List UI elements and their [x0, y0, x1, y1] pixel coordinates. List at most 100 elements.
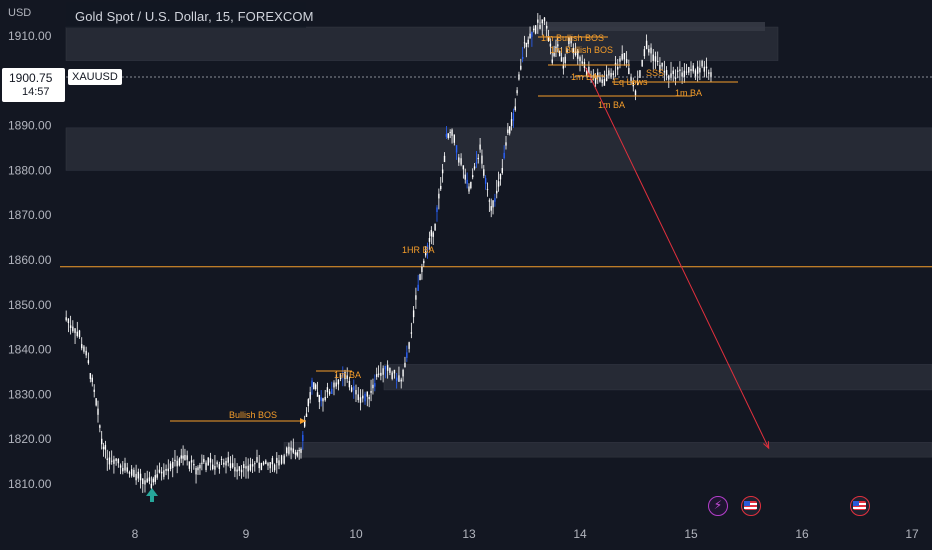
time-axis[interactable]: 8 9 10 13 14 15 16 17: [132, 527, 919, 541]
candle-body: [529, 33, 531, 39]
candle-body: [81, 344, 83, 349]
candle-body: [150, 483, 153, 489]
candle-body: [172, 461, 174, 468]
candle-body: [588, 66, 590, 75]
candle-body: [557, 44, 559, 47]
x-tick-label: 8: [132, 527, 139, 541]
candle-body: [342, 373, 344, 377]
candle-body: [353, 386, 355, 390]
current-price-value: 1900.75: [9, 71, 53, 85]
candle-body: [238, 466, 241, 471]
candle-body: [676, 70, 679, 72]
candle-body: [348, 380, 351, 388]
y-tick-label: 1880.00: [8, 163, 52, 177]
candle-body: [468, 186, 470, 192]
candle-body: [67, 318, 70, 324]
candle-body: [472, 175, 474, 178]
candle-body: [298, 450, 300, 452]
candle-body: [516, 90, 518, 94]
y-tick-label: 1910.00: [8, 29, 52, 43]
y-tick-label: 1890.00: [8, 119, 52, 133]
candle-body: [637, 81, 639, 86]
candle-body: [505, 142, 507, 146]
candle-body: [490, 206, 492, 211]
ba-label: 1m BA: [598, 100, 625, 110]
candle-body: [572, 48, 575, 54]
candle-body: [258, 462, 260, 469]
candle-body: [163, 470, 165, 477]
candle-body: [455, 145, 458, 153]
candle-body: [430, 229, 433, 237]
candle-body: [247, 465, 249, 472]
candle-body: [665, 70, 668, 76]
ba-label: 1HR BA: [402, 245, 435, 255]
candle-body: [169, 463, 172, 469]
candle-body: [300, 449, 302, 453]
candle-body: [440, 185, 442, 190]
candle-body: [597, 72, 599, 78]
candle-body: [251, 464, 254, 467]
candle-body: [218, 464, 221, 469]
candle-body: [415, 295, 417, 300]
candle-body: [307, 399, 310, 407]
candle-body: [541, 19, 543, 24]
candle-body: [324, 396, 326, 401]
candle-body: [305, 413, 308, 417]
y-tick-label: 1820.00: [8, 432, 52, 446]
candle-body: [368, 396, 370, 400]
candle-body: [579, 57, 581, 62]
y-tick-label: 1830.00: [8, 387, 52, 401]
candle-body: [370, 390, 372, 393]
candle-body: [477, 157, 479, 160]
candle-body: [534, 25, 537, 34]
candle-body: [426, 245, 429, 251]
candle-body: [449, 131, 451, 133]
candle-body: [339, 374, 342, 379]
candle-body: [408, 342, 410, 349]
y-tick-label: 1850.00: [8, 298, 52, 312]
candle-body: [337, 379, 340, 385]
candle-body: [271, 458, 274, 465]
candle-body: [412, 310, 415, 318]
candle-body: [87, 360, 90, 364]
projection-arrowhead-icon: [763, 441, 770, 450]
bos-label: 1m Bullish BOS: [541, 33, 604, 43]
y-tick-label: 1870.00: [8, 208, 52, 222]
candle-body: [634, 90, 637, 96]
candle-body: [188, 461, 191, 469]
candle-body: [560, 57, 563, 62]
candle-body: [570, 40, 572, 44]
candle-body: [276, 457, 278, 463]
candle-body: [184, 454, 186, 461]
zone-box: [539, 22, 765, 31]
us-flag-event-icon[interactable]: [741, 496, 761, 516]
zone-box: [65, 26, 779, 61]
candle-body: [309, 392, 311, 400]
candle-body: [630, 77, 632, 81]
candle-body: [462, 165, 465, 170]
candle-body: [705, 66, 708, 69]
candle-body: [124, 463, 126, 471]
title-backdrop: [66, 2, 306, 28]
candle-body: [400, 379, 402, 382]
candle-body: [395, 377, 398, 381]
up-arrow-icon: [146, 488, 158, 502]
candle-body: [110, 460, 113, 462]
candle-body: [273, 464, 276, 471]
candle-body: [710, 72, 712, 77]
candle-body: [260, 462, 263, 471]
candle-body: [428, 238, 431, 242]
candle-body: [510, 119, 513, 126]
candle-body: [119, 465, 122, 468]
candle-body: [654, 56, 657, 62]
candle-body: [537, 19, 539, 23]
candle-body: [599, 77, 601, 82]
x-tick-label: 17: [905, 527, 919, 541]
candle-body: [366, 391, 368, 397]
us-flag-event-icon[interactable]: [850, 496, 870, 516]
candle-body: [139, 473, 142, 481]
candle-body: [628, 68, 630, 75]
candle-body: [190, 460, 193, 463]
lightning-event-icon[interactable]: ⚡: [708, 496, 728, 516]
